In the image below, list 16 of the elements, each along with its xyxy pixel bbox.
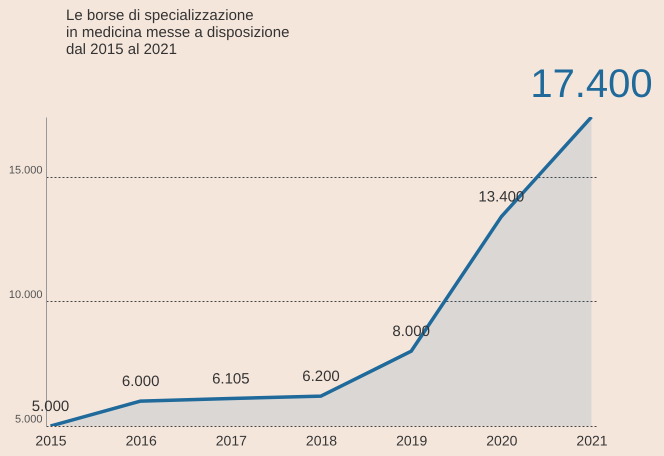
x-tick-label: 2018: [306, 432, 338, 448]
y-tick-label: 15.000: [8, 164, 42, 176]
text: 6.105: [212, 370, 250, 388]
x-tick-label: 2021: [576, 432, 608, 448]
chart-title: Le borse di specializzazione in medicina messe a disposizione dal 2015 al 2021: [66, 7, 290, 58]
x-tick-label: 2015: [35, 432, 67, 448]
x-tick-label: 2020: [486, 432, 518, 448]
x-tick-label: 2016: [126, 432, 157, 448]
y-tick-label: 5.000: [14, 414, 42, 426]
text: 5.000: [32, 398, 70, 415]
text: 6.200: [302, 368, 340, 386]
x-tick-label: 2017: [216, 432, 248, 448]
x-tick-label: 2019: [396, 432, 428, 448]
text: 6.000: [122, 373, 160, 390]
y-tick-label: 10.000: [8, 288, 42, 301]
text: 17.400: [530, 62, 653, 106]
